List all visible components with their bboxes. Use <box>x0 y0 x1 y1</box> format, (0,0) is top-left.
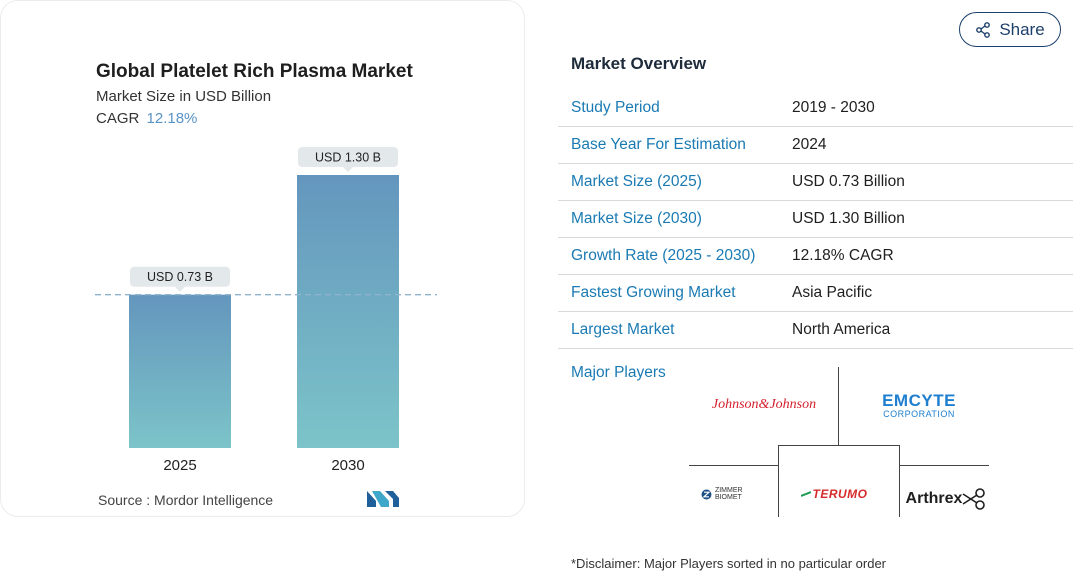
source-value: Mordor Intelligence <box>154 492 274 508</box>
overview-key: Study Period <box>571 99 660 116</box>
arthrex-logo-text: Arthrex <box>905 490 963 507</box>
bar-2025 <box>129 294 231 448</box>
emcyte-logo: EMCYTE CORPORATION <box>869 389 969 421</box>
terumo-logo: TERUMO <box>794 485 874 503</box>
overview-key: Largest Market <box>571 321 675 338</box>
overview-value: 12.18% CAGR <box>792 247 894 264</box>
overview-table: Study Period 2019 - 2030 Base Year For Est… <box>558 90 1073 349</box>
overview-value: USD 1.30 Billion <box>792 210 905 227</box>
x-tick-label: 2030 <box>331 457 364 474</box>
overview-key: Base Year For Estimation <box>571 136 746 153</box>
source-label: Source : <box>98 492 151 508</box>
terumo-logo-text: TERUMO <box>812 487 868 501</box>
overview-key: Market Size (2030) <box>571 210 702 227</box>
data-label-pointer <box>175 286 185 292</box>
mordor-logo-icon <box>367 491 399 507</box>
share-icon <box>976 21 991 38</box>
share-button[interactable]: Share <box>959 12 1061 47</box>
jnj-logo-text: Johnson&Johnson <box>711 397 817 412</box>
x-tick-label: 2025 <box>163 457 196 474</box>
overview-key: Fastest Growing Market <box>571 284 736 301</box>
chart-card: Global Platelet Rich Plasma Market Marke… <box>0 0 525 517</box>
chart-title: Global Platelet Rich Plasma Market <box>96 61 413 82</box>
overview-key: Market Size (2025) <box>571 173 702 190</box>
overview-value: Asia Pacific <box>792 284 873 301</box>
disclaimer: *Disclaimer: Major Players sorted in no … <box>571 556 887 571</box>
zimmer-biomet-logo: ZIMMER BIOMET <box>701 487 771 501</box>
terumo-mark-icon <box>800 491 811 497</box>
data-label-pointer <box>343 167 353 172</box>
overview-row: Study Period 2019 - 2030 <box>558 90 1073 127</box>
emcyte-logo-text: EMCYTE <box>882 390 956 410</box>
data-label-bg <box>298 147 398 167</box>
chart-cagr: CAGR 12.18% <box>96 110 197 127</box>
overview-row: Growth Rate (2025 - 2030) 12.18% CAGR <box>558 238 1073 275</box>
overview-key: Growth Rate (2025 - 2030) <box>571 247 756 264</box>
zimmer-z-icon <box>701 489 712 499</box>
chart-source: Source : Mordor Intelligence <box>98 492 273 508</box>
overview-row: Market Size (2025) USD 0.73 Billion <box>558 164 1073 201</box>
grid-divider <box>899 465 989 466</box>
overview-value: USD 0.73 Billion <box>792 173 905 190</box>
arthrex-logo: Arthrex <box>901 485 991 513</box>
overview-value: 2024 <box>792 136 827 153</box>
bar-2030 <box>297 175 399 448</box>
emcyte-logo-subtext: CORPORATION <box>883 408 955 419</box>
overview-value: 2019 - 2030 <box>792 99 875 116</box>
grid-divider <box>778 445 779 517</box>
overview-row: Market Size (2030) USD 1.30 Billion <box>558 201 1073 238</box>
cagr-value: 12.18% <box>146 110 198 127</box>
jnj-logo: Johnson&Johnson <box>709 394 819 416</box>
overview-value: North America <box>792 321 891 338</box>
grid-divider <box>899 445 900 517</box>
grid-divider <box>778 445 900 446</box>
chart-subtitle: Market Size in USD Billion <box>96 88 272 105</box>
data-label-bg <box>130 266 230 287</box>
arthrex-scissors-icon <box>963 488 986 510</box>
major-players-label: Major Players <box>571 364 666 381</box>
overview-row: Largest Market North America <box>558 312 1073 349</box>
overview-title: Market Overview <box>571 54 707 73</box>
data-label: USD 0.73 B <box>147 270 213 284</box>
share-label: Share <box>999 19 1045 39</box>
cagr-label: CAGR <box>96 110 140 127</box>
bar-chart: USD 0.73 B 2025 USD 1.30 B 2030 <box>95 147 437 474</box>
grid-divider <box>838 367 839 445</box>
grid-divider <box>689 465 778 466</box>
major-players-grid: Johnson&Johnson EMCYTE CORPORATION ZIMME… <box>689 367 989 517</box>
zimmer-logo-text: ZIMMER BIOMET <box>714 487 743 501</box>
overview-row: Base Year For Estimation 2024 <box>558 127 1073 164</box>
data-label: USD 1.30 B <box>315 151 381 165</box>
overview-row: Fastest Growing Market Asia Pacific <box>558 275 1073 312</box>
